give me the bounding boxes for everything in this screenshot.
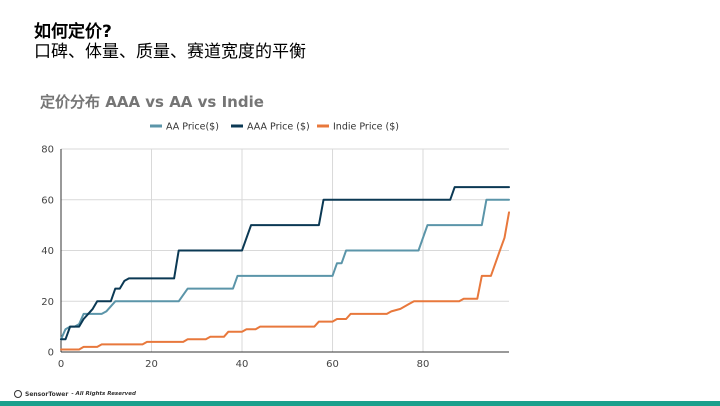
series-line-0 xyxy=(60,198,510,341)
chart-series xyxy=(60,186,510,351)
x-tick-label: 80 xyxy=(417,359,430,370)
y-tick-label: 60 xyxy=(41,195,54,206)
chart-gridlines xyxy=(60,148,509,353)
chart-axes: 0 20 40 60 80 0 20 40 60 80 xyxy=(41,145,509,370)
logo-rights-text: - All Rights Reserved xyxy=(71,391,136,397)
legend-label-2: Indie Price ($) xyxy=(333,122,399,133)
y-tick-label: 0 xyxy=(48,348,54,359)
slide-subtitle: 口碑、体量、质量、赛道宽度的平衡 xyxy=(34,42,306,62)
legend-label-0: AA Price($) xyxy=(166,122,219,133)
series-line-1 xyxy=(60,186,510,341)
series-line-2 xyxy=(60,211,510,351)
y-tick-label: 20 xyxy=(41,297,54,308)
chart-title: 定价分布 AAA vs AA vs Indie xyxy=(40,93,264,111)
legend-label-1: AAA Price ($) xyxy=(247,122,310,133)
bottom-accent-bar xyxy=(0,401,720,406)
sensor-tower-logo: SensorTower - All Rights Reserved xyxy=(14,389,136,399)
x-tick-label: 60 xyxy=(326,359,339,370)
sensor-tower-logo-icon xyxy=(14,390,22,398)
slide-title: 如何定价? xyxy=(34,22,112,42)
y-tick-label: 40 xyxy=(41,246,54,257)
chart-legend: AA Price($) AAA Price ($) Indie Price ($) xyxy=(150,122,399,133)
x-tick-label: 0 xyxy=(58,359,64,370)
x-tick-label: 20 xyxy=(145,359,158,370)
x-tick-label: 40 xyxy=(236,359,249,370)
logo-brand-text: SensorTower xyxy=(25,390,69,398)
y-tick-label: 80 xyxy=(41,145,54,156)
